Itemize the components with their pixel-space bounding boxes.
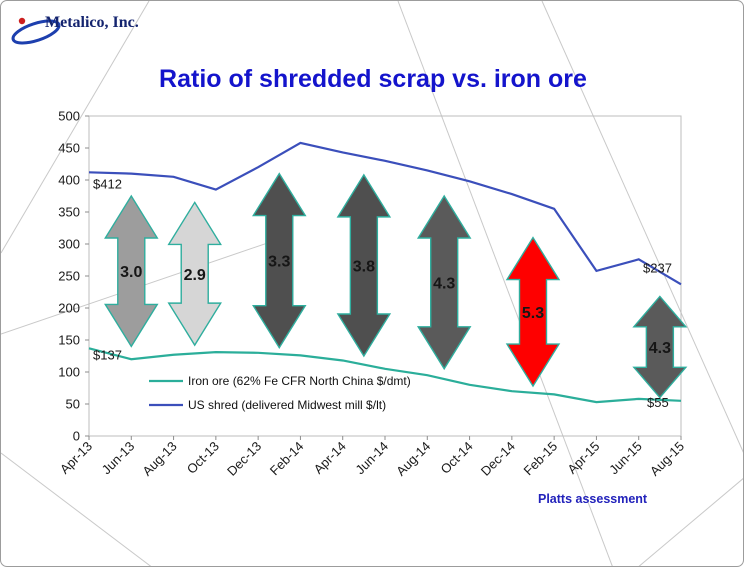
y-axis-label: 450 <box>58 141 80 156</box>
logo-ellipse <box>11 19 61 45</box>
point-label: $412 <box>93 176 122 191</box>
series-line-iron-ore <box>88 347 682 404</box>
ratio-arrow-value: 3.0 <box>120 264 142 281</box>
point-label: $237 <box>643 260 672 275</box>
x-axis-label: Oct-13 <box>184 439 222 477</box>
x-axis-label: Aug-13 <box>139 439 179 479</box>
y-axis-label: 400 <box>58 173 80 188</box>
y-axis-label: 0 <box>73 429 80 444</box>
series-line-us-shred <box>88 141 682 286</box>
y-axis-label: 300 <box>58 237 80 252</box>
point-label: $137 <box>93 347 122 362</box>
x-axis-label: Dec-13 <box>224 439 264 479</box>
logo-swoosh-icon <box>11 17 61 45</box>
ratio-arrow-value: 4.3 <box>433 275 455 292</box>
ratio-arrow-4.3 <box>416 194 472 371</box>
y-axis-label: 350 <box>58 205 80 220</box>
x-axis-label: Apr-14 <box>311 439 349 477</box>
legend-label-iron-ore: Iron ore (62% Fe CFR North China $/dmt) <box>188 374 411 388</box>
legend-label-us-shred: US shred (delivered Midwest mill $/lt) <box>188 398 386 412</box>
decorative-line <box>397 1 613 566</box>
plot-area-border <box>88 115 682 437</box>
x-axis-label: Jun-15 <box>606 439 645 478</box>
x-axis-label: Dec-14 <box>478 439 518 479</box>
x-axis-label: Aug-15 <box>647 439 687 479</box>
platts-assessment-note: Platts assessment <box>538 492 648 506</box>
decorative-line <box>638 478 743 566</box>
y-axis-label: 200 <box>58 301 80 316</box>
ratio-arrow-5.3 <box>505 236 561 388</box>
logo-text: Metalico, Inc. <box>45 14 139 31</box>
x-axis-label: Apr-13 <box>57 439 95 477</box>
ratio-arrow-value: 4.3 <box>649 340 671 357</box>
x-axis-label: Aug-14 <box>393 439 433 479</box>
y-axis-label: 150 <box>58 333 80 348</box>
y-axis-label: 100 <box>58 365 80 380</box>
metalico-logo: Metalico, Inc. <box>9 5 169 55</box>
x-axis-label: Apr-15 <box>564 439 602 477</box>
chart-title: Ratio of shredded scrap vs. iron ore <box>159 65 587 93</box>
ratio-arrow-3.3 <box>252 172 307 350</box>
point-label: $55 <box>647 395 669 410</box>
ratio-arrow-4.3 <box>632 295 688 399</box>
ratio-arrow-3.0 <box>104 194 159 348</box>
ratio-arrow-value: 2.9 <box>184 267 206 284</box>
decorative-line <box>541 1 743 453</box>
decorative-line <box>1 1 150 254</box>
ratio-arrow-value: 5.3 <box>522 305 544 322</box>
x-axis-label: Jun-13 <box>99 439 138 478</box>
ratio-arrow-value: 3.3 <box>268 254 290 271</box>
x-axis-label: Jun-14 <box>352 439 391 478</box>
y-axis-label: 50 <box>66 397 80 412</box>
x-axis-label: Feb-15 <box>521 439 561 479</box>
ratio-arrow-3.8 <box>336 173 392 358</box>
logo-red-dot <box>18 17 26 25</box>
ratio-arrow-value: 3.8 <box>353 258 375 275</box>
y-axis-label: 500 <box>58 109 80 124</box>
x-axis-label: Oct-14 <box>437 439 475 477</box>
y-axis-label: 250 <box>58 269 80 284</box>
x-axis-label: Feb-14 <box>267 439 307 479</box>
ratio-arrow-2.9 <box>167 201 222 347</box>
decorative-line <box>1 452 152 566</box>
